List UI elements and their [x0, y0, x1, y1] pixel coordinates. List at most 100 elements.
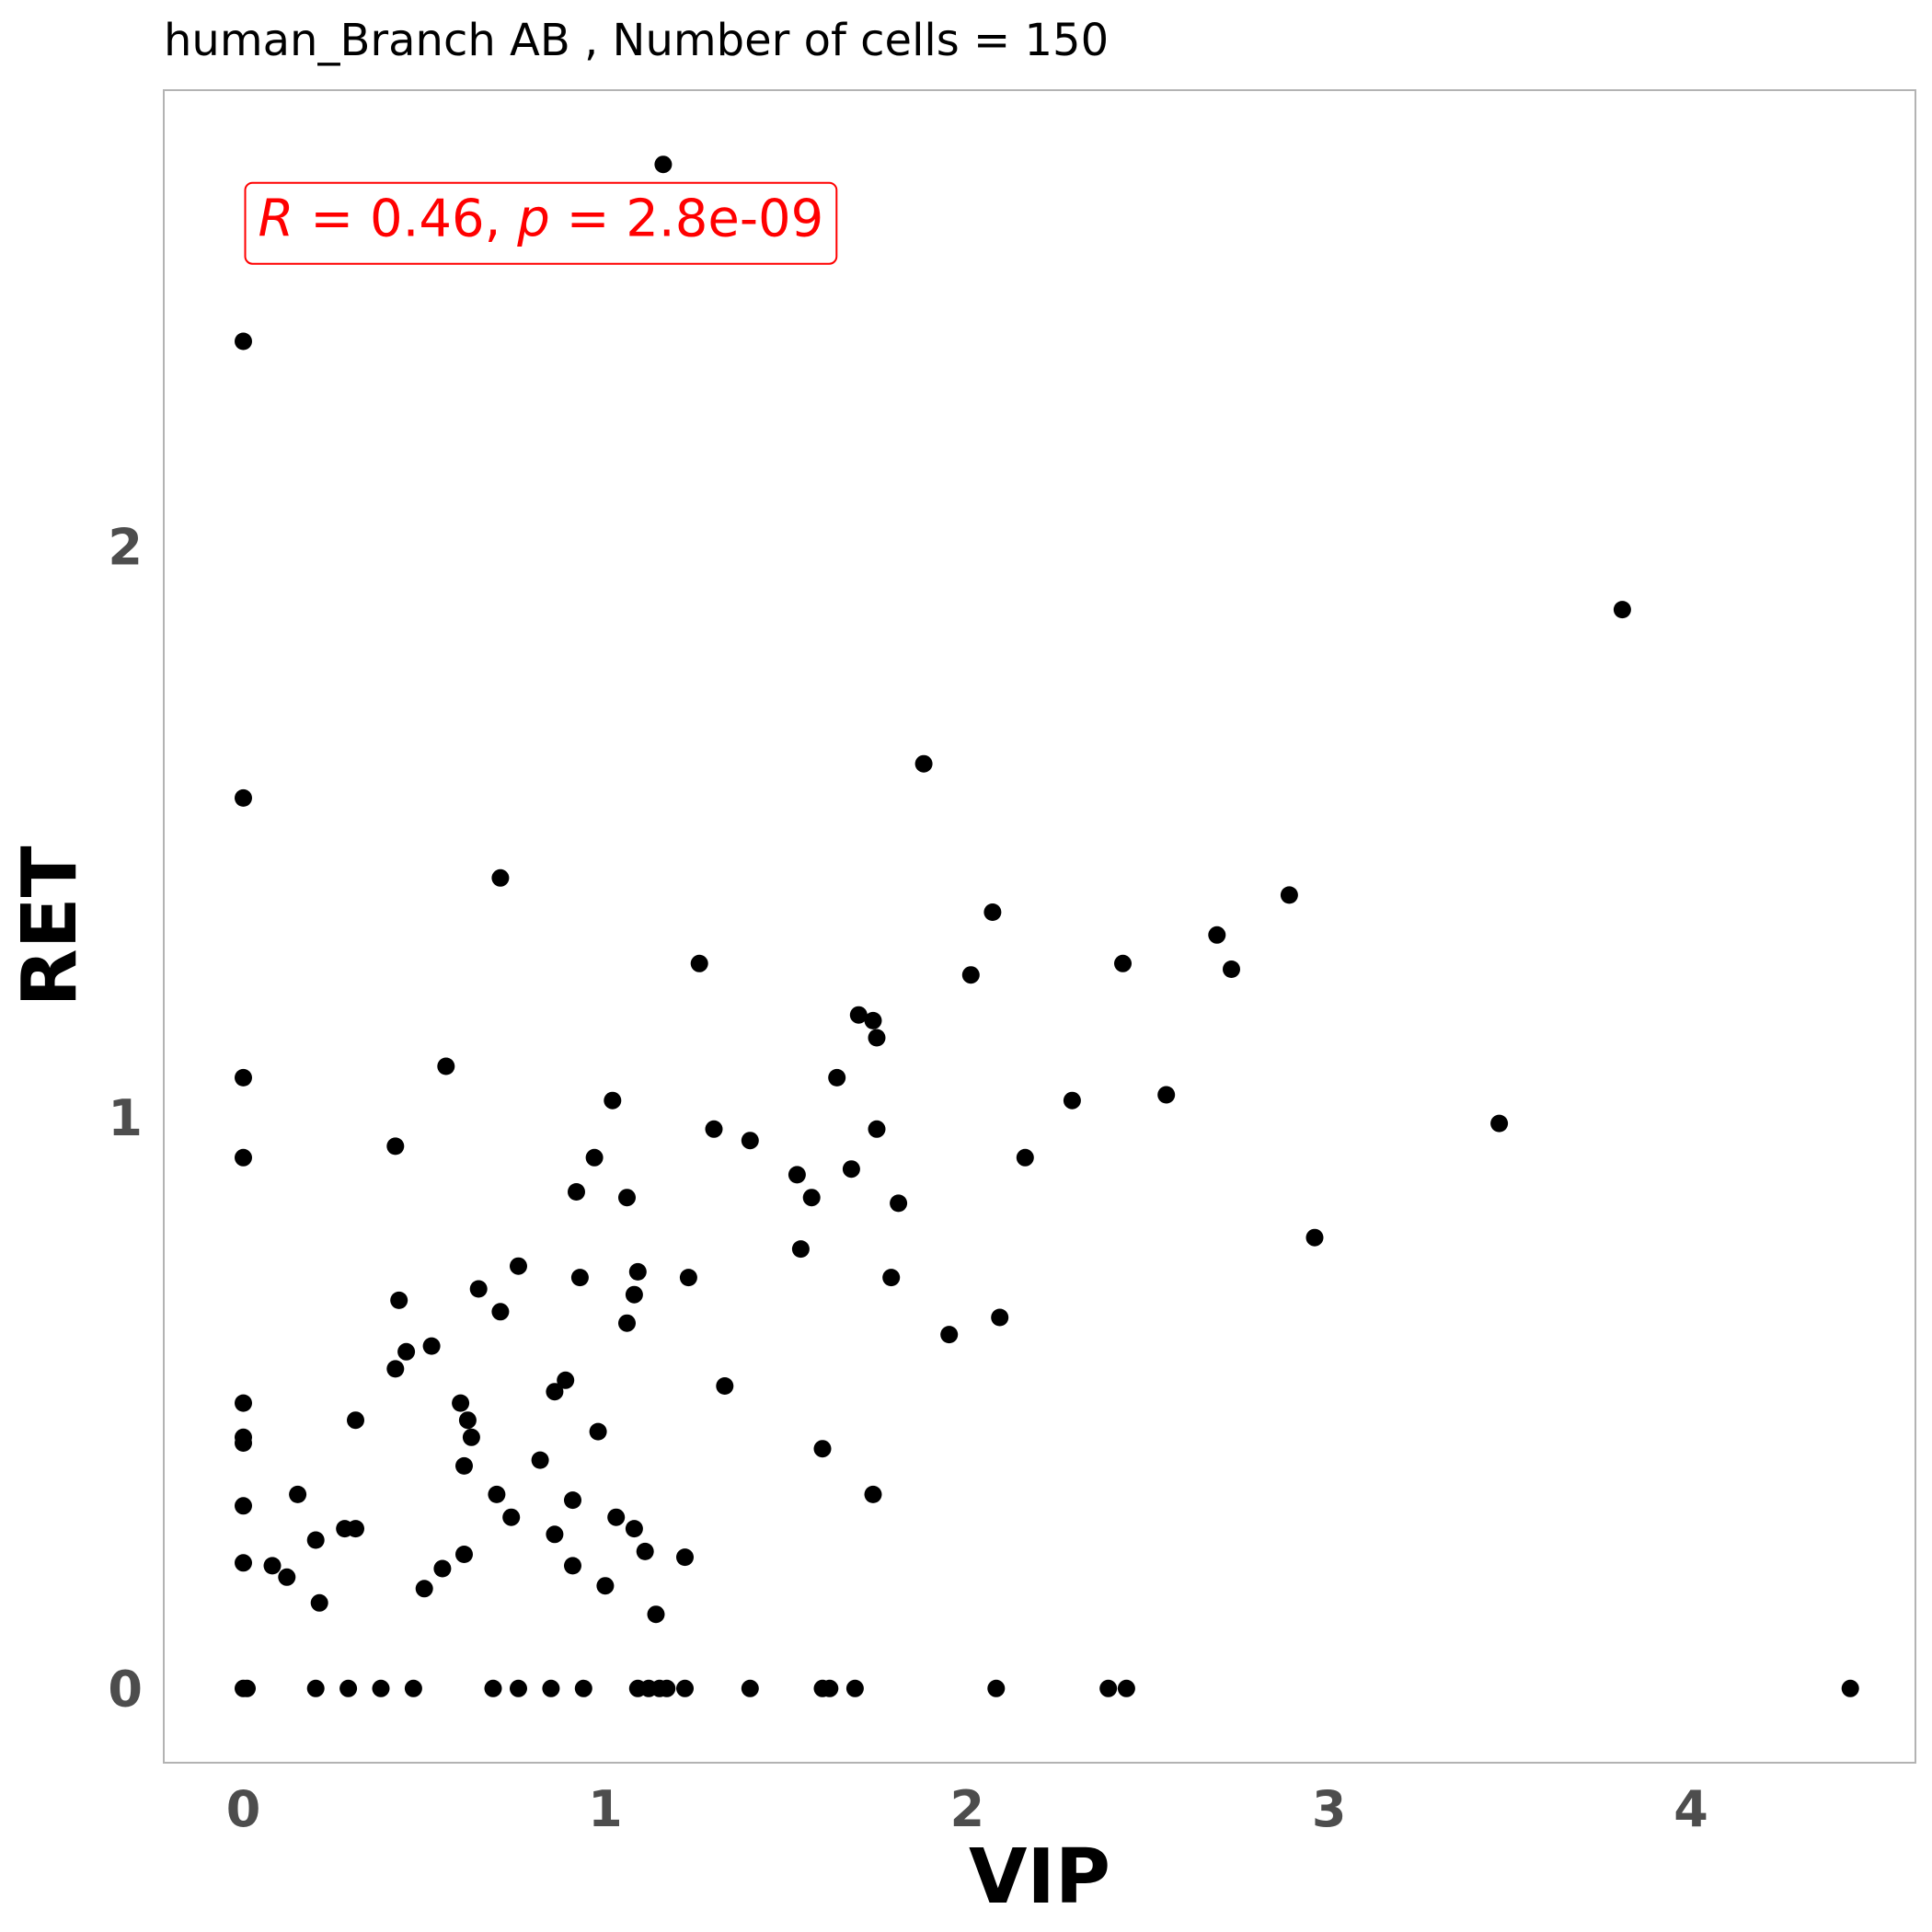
data-point: [1305, 1228, 1324, 1247]
data-point: [339, 1679, 358, 1697]
data-point: [1841, 1679, 1859, 1697]
data-point: [636, 1542, 654, 1560]
plot-panel-border: [163, 89, 1916, 1764]
data-point: [437, 1057, 455, 1075]
data-point: [1208, 926, 1226, 944]
data-point: [404, 1679, 422, 1697]
data-point: [604, 1091, 622, 1110]
data-point: [235, 788, 252, 807]
data-point: [306, 1679, 325, 1697]
data-point: [813, 1440, 832, 1458]
data-point: [741, 1132, 759, 1150]
data-point: [868, 1029, 886, 1047]
data-point: [433, 1559, 452, 1578]
data-point: [484, 1679, 502, 1697]
data-point: [310, 1593, 328, 1612]
data-point: [890, 1194, 908, 1213]
stat-annotation-box: [244, 181, 838, 265]
x-tick-label: 4: [1673, 1780, 1708, 1838]
points-layer: [235, 155, 1859, 1697]
data-point: [542, 1679, 560, 1697]
data-point: [1157, 1086, 1176, 1104]
data-point: [914, 754, 933, 773]
data-point: [882, 1269, 901, 1287]
y-tick-label: 0: [108, 1660, 143, 1718]
data-point: [596, 1577, 615, 1595]
data-point: [347, 1520, 364, 1538]
data-point: [791, 1240, 810, 1259]
data-point: [1016, 1148, 1034, 1167]
data-point: [422, 1337, 441, 1355]
data-point: [618, 1189, 636, 1207]
data-point: [564, 1491, 581, 1510]
data-point: [741, 1679, 759, 1697]
data-point: [1613, 601, 1631, 619]
data-point: [452, 1394, 470, 1412]
data-point: [940, 1326, 959, 1344]
stat-p-value: = 2.8e-09: [550, 190, 824, 249]
x-tick-label: 2: [950, 1780, 985, 1838]
data-point: [842, 1160, 860, 1179]
data-point: [510, 1679, 527, 1697]
data-point: [235, 1068, 252, 1087]
data-point: [625, 1285, 643, 1304]
data-point: [1063, 1091, 1081, 1110]
x-tick-label: 0: [226, 1780, 261, 1838]
data-point: [607, 1508, 626, 1526]
data-point: [491, 868, 510, 887]
data-point: [589, 1422, 607, 1441]
x-axis-ticks: 0 1 2 3 4: [226, 1780, 1708, 1838]
data-point: [235, 1554, 252, 1572]
data-point: [690, 954, 708, 972]
data-point: [864, 1011, 882, 1029]
data-point: [654, 155, 673, 174]
data-point: [235, 1497, 252, 1515]
data-point: [585, 1148, 604, 1167]
stat-r-value: = 0.46,: [293, 190, 517, 249]
stat-r-label: R: [259, 190, 294, 249]
data-point: [849, 1006, 868, 1024]
data-point: [386, 1360, 405, 1378]
x-tick-label: 3: [1312, 1780, 1347, 1838]
data-point: [788, 1166, 806, 1184]
data-point: [462, 1428, 480, 1446]
data-point: [491, 1303, 510, 1321]
data-point: [628, 1262, 647, 1281]
stat-annotation: R = 0.46, p = 2.8e-09: [244, 181, 838, 265]
y-tick-label: 2: [108, 518, 143, 576]
data-point: [618, 1314, 636, 1332]
data-point: [235, 1434, 252, 1452]
data-point: [1490, 1114, 1509, 1133]
data-point: [716, 1377, 734, 1395]
data-point: [546, 1525, 564, 1544]
data-point: [1280, 886, 1298, 904]
stat-p-label: p: [516, 190, 550, 249]
data-point: [235, 1394, 252, 1412]
data-point: [1114, 954, 1132, 972]
data-point: [238, 1679, 256, 1697]
data-point: [306, 1531, 325, 1549]
data-point: [415, 1580, 433, 1598]
data-point: [263, 1557, 282, 1575]
data-point: [679, 1269, 697, 1287]
data-point: [458, 1411, 477, 1430]
data-point: [1099, 1679, 1118, 1697]
data-point: [983, 903, 1002, 921]
data-point: [570, 1269, 589, 1287]
data-point: [625, 1520, 643, 1538]
data-point: [386, 1137, 405, 1156]
data-point: [455, 1456, 473, 1475]
data-point: [961, 966, 980, 984]
data-point: [502, 1508, 521, 1526]
data-point: [676, 1548, 694, 1567]
data-point: [802, 1189, 821, 1207]
data-point: [845, 1679, 864, 1697]
stat-annotation-text: R = 0.46, p = 2.8e-09: [259, 190, 824, 249]
data-point: [987, 1679, 1006, 1697]
data-point: [991, 1308, 1009, 1327]
data-point: [347, 1411, 364, 1430]
data-point: [676, 1679, 694, 1697]
data-point: [278, 1568, 296, 1586]
data-point: [1117, 1679, 1135, 1697]
